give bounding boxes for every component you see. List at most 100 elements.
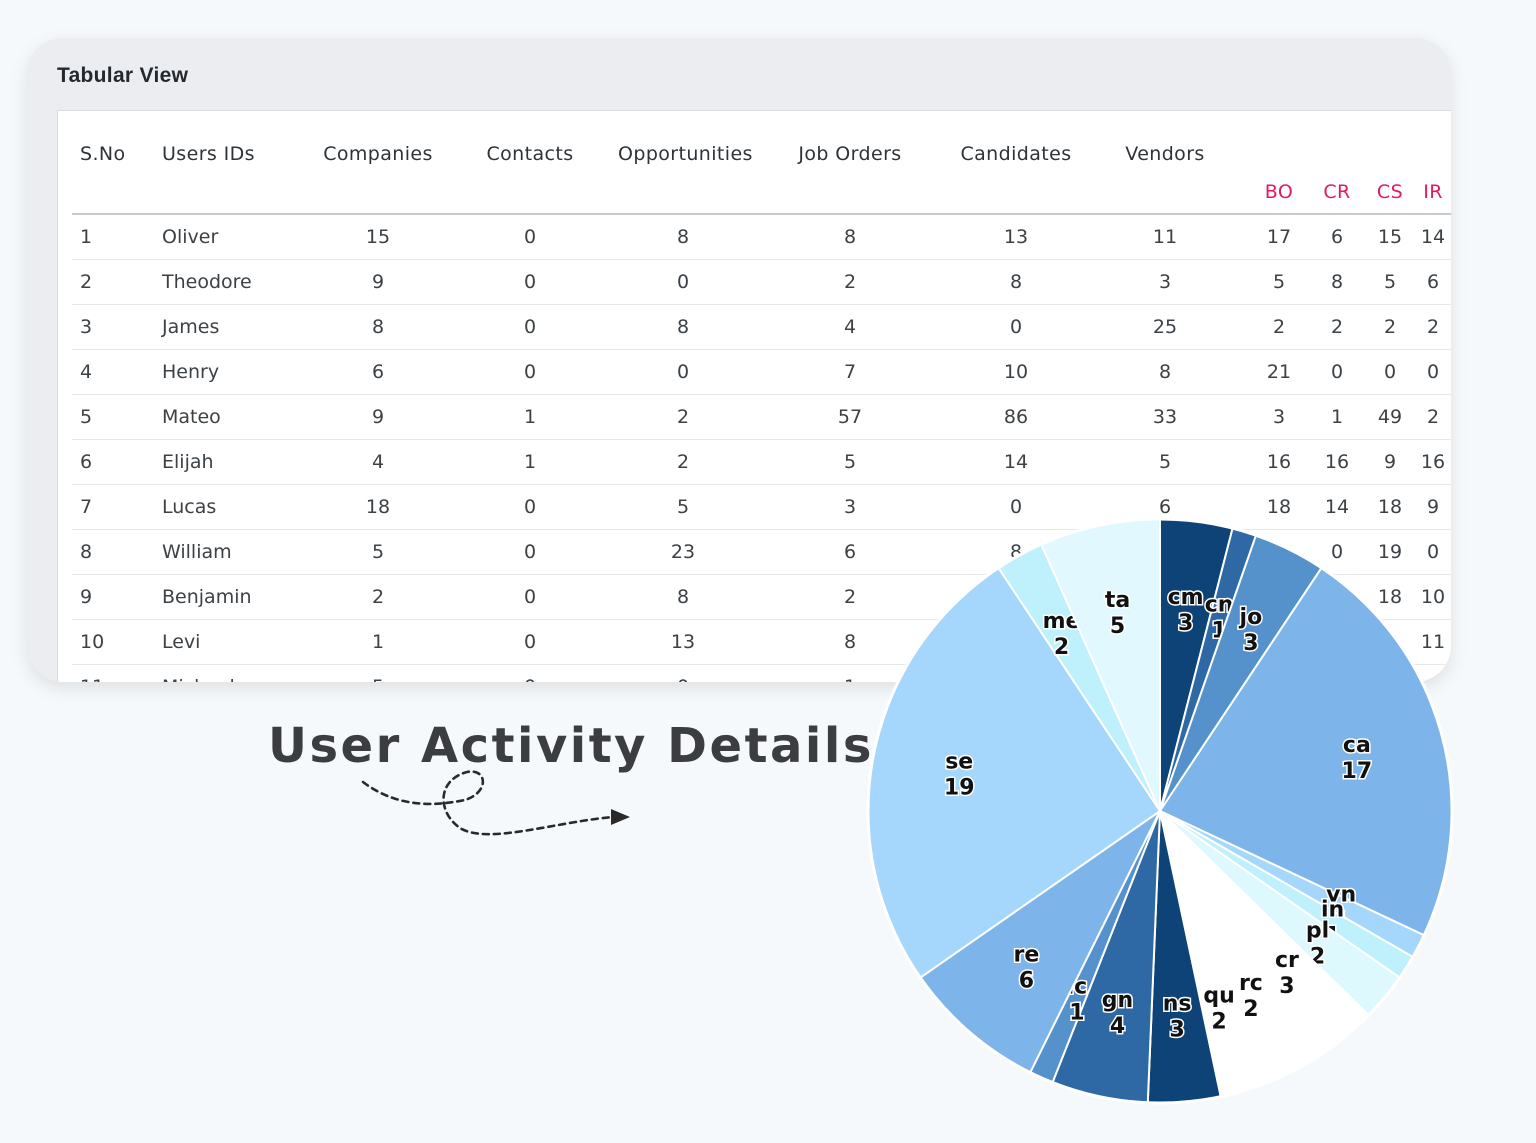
user-id-cell: Theodore bbox=[154, 259, 314, 305]
table-cell: 18 bbox=[314, 484, 442, 530]
table-cell: 5 bbox=[314, 664, 442, 682]
table-cell: 14 bbox=[1414, 214, 1451, 260]
table-cell: 2 bbox=[748, 259, 952, 305]
table-cell: 0 bbox=[442, 349, 618, 395]
table-cell: 25 bbox=[1080, 304, 1250, 350]
table-cell: 2 bbox=[1414, 304, 1451, 350]
table-cell: 0 bbox=[1366, 349, 1414, 395]
table-cell: 7 bbox=[748, 349, 952, 395]
table-row[interactable]: 6 Elijah 4 1 2 5 14 5 16 16 9 16 bbox=[72, 439, 1451, 485]
table-cell: 10 bbox=[1414, 574, 1451, 620]
table-cell: 8 bbox=[314, 304, 442, 350]
table-cell: 16 bbox=[1414, 439, 1451, 485]
table-cell: 86 bbox=[952, 394, 1080, 440]
table-cell: 6 bbox=[72, 439, 154, 485]
table-cell: 9 bbox=[72, 574, 154, 620]
table-row[interactable]: 1 Oliver 15 0 8 8 13 11 17 6 15 14 bbox=[72, 214, 1451, 260]
table-row[interactable]: 4 Henry 6 0 0 7 10 8 21 0 0 0 bbox=[72, 349, 1451, 395]
table-cell: 5 bbox=[748, 439, 952, 485]
table-cell: 0 bbox=[1414, 664, 1451, 682]
activity-pie-chart: cm3cn1jo3ca17vn1in1pl2cr3rc2qu2ns3gn4lc1… bbox=[866, 517, 1454, 1105]
table-cell: 16 bbox=[1308, 439, 1366, 485]
pie-value-cr: 3 bbox=[1279, 974, 1294, 999]
table-cell: 0 bbox=[442, 619, 618, 665]
user-id-cell: Levi bbox=[154, 619, 314, 665]
column-header-user-ids[interactable]: Users IDs bbox=[154, 131, 314, 215]
table-cell: 0 bbox=[442, 484, 618, 530]
table-cell: 7 bbox=[72, 484, 154, 530]
table-cell: 11 bbox=[72, 664, 154, 682]
table-cell: 0 bbox=[442, 574, 618, 620]
user-id-cell: Oliver bbox=[154, 214, 314, 260]
table-cell: 4 bbox=[748, 304, 952, 350]
table-cell: 23 bbox=[618, 529, 748, 575]
pie-label-cr: cr bbox=[1275, 948, 1299, 973]
table-row[interactable]: 2 Theodore 9 0 0 2 8 3 5 8 5 6 bbox=[72, 259, 1451, 305]
column-header-companies[interactable]: Companies bbox=[314, 131, 442, 215]
pie-label-jo: jo bbox=[1239, 605, 1263, 630]
user-id-cell: Henry bbox=[154, 349, 314, 395]
table-cell: 0 bbox=[442, 214, 618, 260]
pie-label-se: se bbox=[945, 750, 973, 775]
table-row[interactable]: 5 Mateo 9 1 2 57 86 33 3 1 49 2 bbox=[72, 394, 1451, 440]
pie-value-qu: 2 bbox=[1211, 1010, 1226, 1035]
table-cell: 8 bbox=[618, 574, 748, 620]
table-cell: 9 bbox=[1366, 439, 1414, 485]
pie-label-ns: ns bbox=[1163, 992, 1192, 1017]
table-cell: 6 bbox=[314, 349, 442, 395]
pie-label-ta: ta bbox=[1105, 588, 1130, 613]
table-header-row: S.No Users IDs Companies Contacts Opport… bbox=[72, 131, 1451, 215]
pie-label-gn: gn bbox=[1102, 988, 1133, 1013]
table-cell: 1 bbox=[1308, 394, 1366, 440]
table-cell: 14 bbox=[952, 439, 1080, 485]
pie-label-qu: qu bbox=[1203, 984, 1234, 1009]
pie-value-me: 2 bbox=[1054, 635, 1069, 660]
table-cell: 0 bbox=[952, 304, 1080, 350]
table-cell: 10 bbox=[952, 349, 1080, 395]
table-cell: 1 bbox=[314, 619, 442, 665]
column-header-ir[interactable]: IR bbox=[1414, 131, 1451, 215]
table-cell: 0 bbox=[1414, 529, 1451, 575]
table-row[interactable]: 7 Lucas 18 0 5 3 0 6 18 14 18 9 bbox=[72, 484, 1451, 530]
table-cell: 0 bbox=[442, 529, 618, 575]
column-header-job-orders[interactable]: Job Orders bbox=[748, 131, 952, 215]
pie-value-ta: 5 bbox=[1110, 614, 1125, 639]
table-row[interactable]: 3 James 8 0 8 4 0 25 2 2 2 2 bbox=[72, 304, 1451, 350]
table-cell: 5 bbox=[1366, 259, 1414, 305]
table-cell: 9 bbox=[314, 259, 442, 305]
table-cell: 10 bbox=[72, 619, 154, 665]
table-cell: 0 bbox=[1414, 349, 1451, 395]
column-header-cr[interactable]: CR bbox=[1308, 131, 1366, 215]
column-header-sno[interactable]: S.No bbox=[72, 131, 154, 215]
user-id-cell: Mateo bbox=[154, 394, 314, 440]
table-cell: 6 bbox=[1308, 214, 1366, 260]
table-cell: 2 bbox=[748, 574, 952, 620]
table-cell: 21 bbox=[1250, 349, 1308, 395]
table-cell: 18 bbox=[1366, 484, 1414, 530]
column-header-candidates[interactable]: Candidates bbox=[952, 131, 1080, 215]
column-header-opportunities[interactable]: Opportunities bbox=[618, 131, 752, 215]
pie-value-jo: 3 bbox=[1243, 631, 1258, 656]
table-cell: 0 bbox=[1308, 349, 1366, 395]
table-cell: 0 bbox=[618, 664, 748, 682]
pie-label-cm: cm bbox=[1168, 585, 1204, 610]
table-cell: 8 bbox=[72, 529, 154, 575]
column-header-contacts[interactable]: Contacts bbox=[442, 131, 618, 215]
table-cell: 2 bbox=[1308, 304, 1366, 350]
table-cell: 18 bbox=[1250, 484, 1308, 530]
column-header-vendors[interactable]: Vendors bbox=[1080, 131, 1250, 215]
pie-outline bbox=[866, 517, 1454, 1105]
pie-value-ca: 17 bbox=[1342, 759, 1373, 784]
pie-label-rc: rc bbox=[1239, 971, 1263, 996]
pie-label-vn: vn bbox=[1326, 883, 1356, 908]
table-cell: 0 bbox=[618, 259, 748, 305]
table-cell: 5 bbox=[618, 484, 748, 530]
column-header-cs[interactable]: CS bbox=[1366, 131, 1414, 215]
table-cell: 2 bbox=[1414, 394, 1451, 440]
table-cell: 19 bbox=[1366, 529, 1414, 575]
card-title: Tabular View bbox=[57, 64, 189, 87]
pie-chart-svg: cm3cn1jo3ca17vn1in1pl2cr3rc2qu2ns3gn4lc1… bbox=[866, 517, 1454, 1105]
pie-label-in: in bbox=[1321, 898, 1344, 923]
table-cell: 4 bbox=[314, 439, 442, 485]
column-header-bo[interactable]: BO bbox=[1250, 131, 1308, 215]
